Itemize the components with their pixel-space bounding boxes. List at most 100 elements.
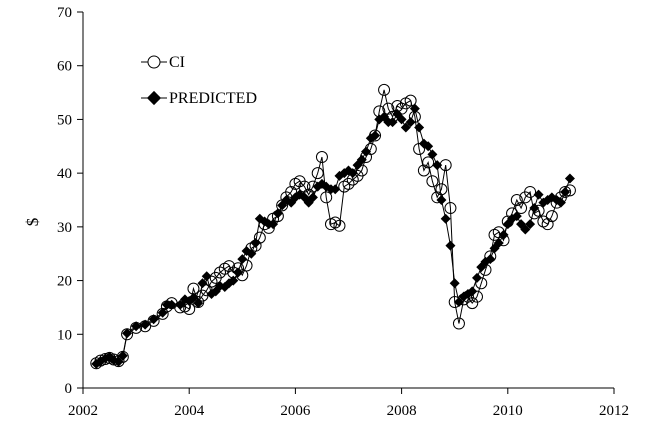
- data-point-predicted-87: [498, 229, 509, 240]
- y-axis-title: $: [23, 218, 42, 227]
- data-point-ci-69: [417, 164, 430, 177]
- data-point-predicted-101: [560, 186, 571, 197]
- data-point-predicted-71: [427, 149, 438, 160]
- data-point-ci-73: [435, 183, 448, 196]
- y-tick-label-0: 0: [65, 381, 73, 397]
- x-tick-label-2006: 2006: [280, 403, 311, 419]
- series-layer: [90, 83, 576, 370]
- series-predicted: [91, 103, 575, 369]
- data-point-predicted-84: [485, 254, 496, 265]
- data-point-predicted-64: [396, 114, 407, 125]
- data-point-predicted-20: [201, 271, 212, 282]
- data-point-ci-61: [382, 102, 395, 115]
- data-point-predicted-17: [188, 292, 199, 303]
- data-point-predicted-30: [246, 248, 257, 259]
- data-point-ci-97: [541, 218, 554, 231]
- data-point-ci-91: [515, 202, 528, 215]
- data-point-predicted-77: [453, 297, 464, 308]
- data-point-predicted-100: [555, 197, 566, 208]
- series-line-predicted: [96, 106, 571, 365]
- y-tick-label-30: 30: [57, 220, 72, 236]
- x-tick-label-2012: 2012: [599, 403, 629, 419]
- data-point-ci-101: [559, 185, 572, 198]
- legend-ci-label: CI: [169, 54, 185, 71]
- y-tick-label-40: 40: [57, 166, 72, 182]
- x-tick-label-2008: 2008: [387, 403, 417, 419]
- data-point-ci-75: [444, 202, 457, 215]
- data-point-ci-42: [298, 180, 311, 193]
- data-point-predicted-27: [233, 267, 244, 278]
- data-point-predicted-11: [157, 307, 168, 318]
- data-point-predicted-76: [449, 278, 460, 289]
- data-point-ci-71: [426, 175, 439, 188]
- data-point-predicted-102: [564, 173, 575, 184]
- data-point-ci-47: [320, 191, 333, 204]
- data-point-ci-49: [329, 216, 342, 229]
- data-point-predicted-49: [330, 184, 341, 195]
- data-point-ci-46: [315, 151, 328, 164]
- data-point-predicted-66: [405, 117, 416, 128]
- data-point-predicted-44: [307, 192, 318, 203]
- data-point-predicted-95: [533, 189, 544, 200]
- data-point-predicted-65: [400, 122, 411, 133]
- data-point-ci-77: [452, 317, 465, 330]
- data-point-predicted-68: [414, 122, 425, 133]
- data-point-predicted-80: [467, 286, 478, 297]
- data-point-predicted-35: [268, 219, 279, 230]
- y-tick-label-60: 60: [57, 59, 72, 75]
- data-point-predicted-7: [122, 328, 133, 339]
- legend-entry-predicted: PREDICTED: [141, 90, 257, 107]
- legend-entry-ci: CI: [141, 54, 185, 71]
- data-point-ci-93: [524, 185, 537, 198]
- data-point-predicted-73: [436, 195, 447, 205]
- legend-ci-marker: [147, 55, 161, 69]
- data-point-predicted-75: [445, 240, 456, 251]
- y-tick-label-10: 10: [57, 327, 72, 343]
- x-tick-label-2002: 2002: [68, 403, 98, 419]
- x-tick-label-2010: 2010: [493, 403, 523, 419]
- data-point-predicted-70: [423, 141, 434, 152]
- data-point-ci-45: [311, 167, 324, 180]
- data-point-ci-90: [510, 194, 523, 206]
- data-point-predicted-90: [511, 211, 522, 222]
- data-point-predicted-67: [409, 103, 420, 114]
- data-point-predicted-5: [113, 356, 124, 367]
- data-point-predicted-56: [361, 146, 372, 157]
- data-point-ci-50: [333, 219, 346, 232]
- data-point-predicted-28: [237, 254, 248, 265]
- data-point-ci-66: [404, 94, 417, 107]
- data-point-predicted-26: [228, 275, 239, 286]
- data-point-predicted-19: [197, 278, 208, 289]
- data-point-predicted-13: [166, 299, 177, 310]
- data-point-predicted-92: [520, 224, 531, 235]
- y-tick-label-70: 70: [57, 5, 72, 21]
- legend-predicted-label: PREDICTED: [169, 90, 257, 107]
- x-tick-label-2004: 2004: [174, 403, 205, 419]
- data-point-predicted-72: [432, 160, 443, 171]
- data-point-ci-80: [466, 297, 479, 310]
- legend: CI PREDICTED: [141, 54, 257, 107]
- data-point-predicted-18: [193, 298, 204, 309]
- y-tick-label-20: 20: [57, 274, 72, 290]
- data-point-predicted-81: [472, 272, 483, 283]
- data-point-predicted-86: [493, 237, 504, 248]
- data-point-predicted-55: [356, 154, 367, 165]
- data-point-predicted-53: [347, 168, 358, 179]
- data-point-predicted-31: [250, 237, 261, 248]
- data-point-ci-25: [223, 260, 236, 273]
- data-point-predicted-9: [140, 319, 151, 330]
- data-point-ci-70: [422, 156, 435, 169]
- data-point-predicted-36: [272, 208, 283, 219]
- data-point-predicted-6: [117, 350, 128, 361]
- data-point-predicted-10: [148, 314, 159, 325]
- data-point-predicted-94: [529, 203, 540, 214]
- data-point-predicted-93: [525, 219, 536, 230]
- data-point-predicted-14: [175, 299, 186, 310]
- legend-predicted-marker: [146, 90, 162, 106]
- data-point-predicted-62: [387, 117, 398, 128]
- data-point-predicted-58: [370, 130, 381, 141]
- data-point-ci-52: [342, 177, 355, 190]
- axes: 0 10 20 30 40 50 60 70 2002 2004 2006 2008 2010 2012: [57, 5, 629, 419]
- data-point-predicted-8: [131, 321, 142, 332]
